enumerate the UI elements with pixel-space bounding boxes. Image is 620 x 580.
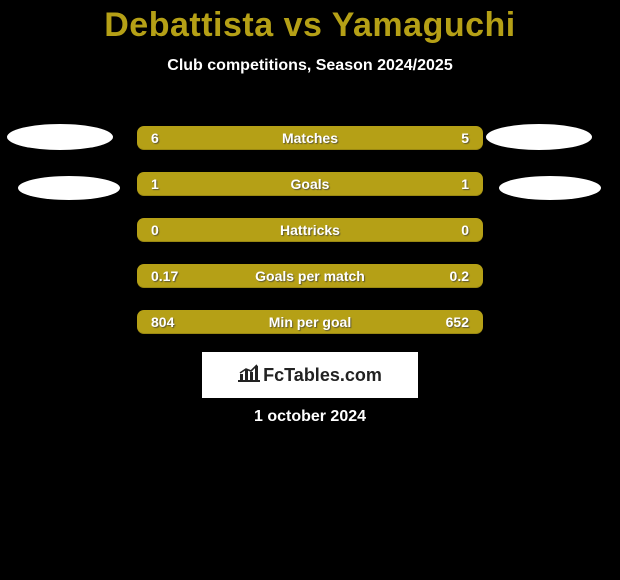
stat-label: Hattricks (137, 218, 483, 242)
page-title: Debattista vs Yamaguchi (0, 0, 620, 45)
stat-row-matches: 6 Matches 5 (137, 126, 483, 150)
stat-right-val: 0.2 (450, 264, 469, 288)
player-right-oval-2 (499, 176, 601, 200)
stat-row-gpm: 0.17 Goals per match 0.2 (137, 264, 483, 288)
stat-right-val: 5 (461, 126, 469, 150)
player-left-oval-1 (7, 124, 113, 150)
stat-right-val: 1 (461, 172, 469, 196)
stat-row-goals: 1 Goals 1 (137, 172, 483, 196)
stats-column: 6 Matches 5 1 Goals 1 0 Hattricks 0 0.17… (137, 126, 483, 356)
player-left-oval-2 (18, 176, 120, 200)
page-subtitle: Club competitions, Season 2024/2025 (0, 57, 620, 75)
chart-icon (238, 364, 263, 387)
snapshot-date: 1 october 2024 (0, 408, 620, 426)
stat-right-val: 0 (461, 218, 469, 242)
stat-label: Goals per match (137, 264, 483, 288)
stat-row-mpg: 804 Min per goal 652 (137, 310, 483, 334)
stat-right-val: 652 (446, 310, 469, 334)
brand-badge: FcTables.com (202, 352, 418, 398)
stat-label: Matches (137, 126, 483, 150)
stat-row-hattricks: 0 Hattricks 0 (137, 218, 483, 242)
stat-label: Min per goal (137, 310, 483, 334)
stat-label: Goals (137, 172, 483, 196)
brand-name: FcTables.com (263, 365, 382, 386)
player-right-oval-1 (486, 124, 592, 150)
